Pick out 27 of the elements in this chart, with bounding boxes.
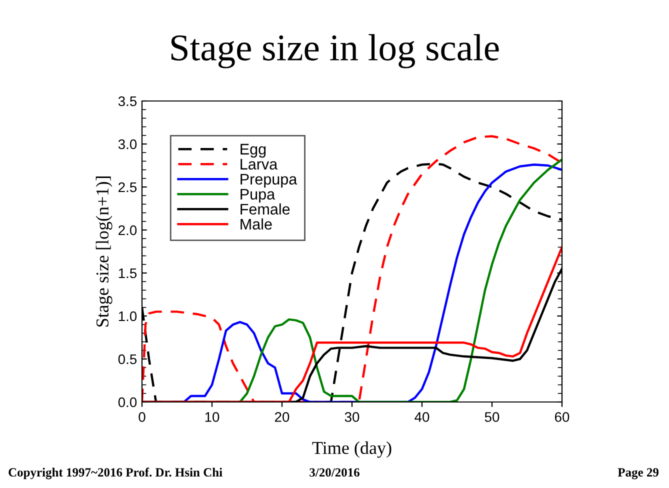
y-tick-label: 1.5: [118, 268, 137, 278]
legend-label: Male: [240, 218, 272, 230]
legend-label: Larva: [240, 158, 278, 170]
x-tick-label: 60: [554, 412, 570, 422]
legend-label: Egg: [240, 144, 266, 158]
y-axis-title: Stage size [log(n+1)]: [96, 176, 112, 327]
legend-label: Female: [240, 203, 290, 215]
x-tick-label: 40: [414, 412, 430, 422]
text: 3/20/2016: [310, 468, 360, 477]
y-tick-label: 1.0: [118, 311, 137, 322]
legend-label: Pupa: [240, 188, 276, 203]
y-tick-label: 3.0: [118, 139, 137, 150]
x-tick-label: 0: [138, 412, 146, 422]
legend-label: Prepupa: [240, 174, 298, 188]
chart-title: Stage size in log scale: [171, 34, 499, 68]
x-axis-title: Time (day): [312, 441, 392, 458]
x-tick-label: 10: [205, 412, 220, 422]
text: Copyright 1997~2016 Prof. Dr. Hsin Chi: [8, 468, 222, 480]
y-tick-label: 2.0: [118, 225, 137, 236]
x-tick-label: 50: [484, 412, 500, 422]
y-tick-label: 3.5: [118, 96, 137, 106]
x-tick-label: 20: [274, 412, 290, 422]
text: Page 29: [618, 468, 659, 480]
y-tick-label: 0.0: [118, 397, 137, 408]
y-tick-label: 0.5: [118, 354, 137, 364]
y-tick-label: 2.5: [118, 182, 137, 192]
x-tick-label: 30: [344, 412, 360, 422]
